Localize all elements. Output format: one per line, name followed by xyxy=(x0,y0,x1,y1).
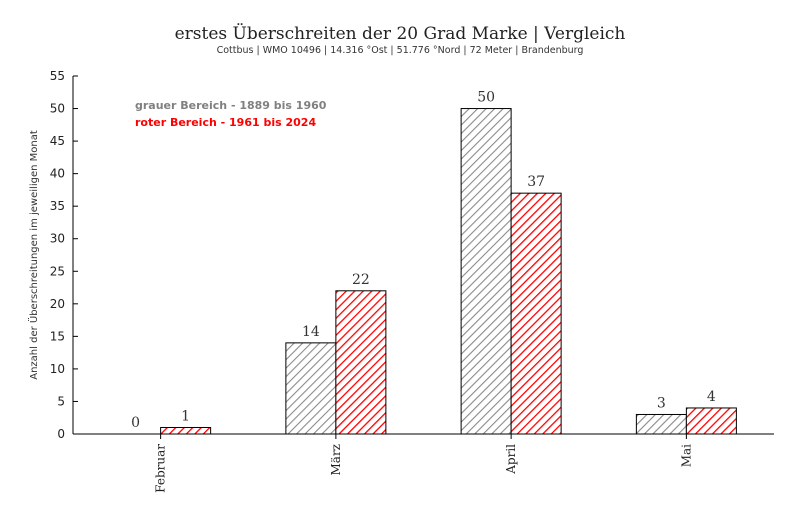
bar-gray xyxy=(460,108,512,435)
y-tick-label: 15 xyxy=(50,329,65,343)
bar-red xyxy=(685,407,737,435)
y-axis: 0 5 10 15 20 25 30 35 40 45 50 55 xyxy=(50,69,78,441)
data-label: 3 xyxy=(657,395,666,411)
data-label: 50 xyxy=(477,90,495,106)
bar-gray xyxy=(285,342,337,435)
y-tick-label: 50 xyxy=(50,102,65,116)
x-tick-label: März xyxy=(329,444,343,476)
y-tick-label: 45 xyxy=(50,134,65,148)
legend: grauer Bereich - 1889 bis 1960 roter Ber… xyxy=(135,99,327,129)
x-axis: Februar März April Mai xyxy=(73,433,774,493)
bars: 0 1 14 22 50 37 3 4 xyxy=(131,90,737,435)
data-label: 22 xyxy=(352,272,370,288)
y-tick-label: 5 xyxy=(57,394,65,408)
y-tick-label: 40 xyxy=(50,167,65,181)
chart-title: erstes Überschreiten der 20 Grad Marke |… xyxy=(175,23,626,44)
x-tick-label: April xyxy=(504,444,518,475)
y-tick-label: 25 xyxy=(50,264,65,278)
bar-red xyxy=(160,426,212,435)
data-label: 14 xyxy=(302,324,320,340)
bar-gray xyxy=(635,413,687,435)
x-tick-label: Mai xyxy=(679,444,693,467)
data-label: 0 xyxy=(131,415,140,431)
y-tick-label: 20 xyxy=(50,297,65,311)
data-label: 4 xyxy=(707,389,716,405)
bar-red xyxy=(510,192,562,435)
bar-red xyxy=(335,290,387,435)
x-tick-label: Februar xyxy=(154,444,168,493)
legend-entry-red: roter Bereich - 1961 bis 2024 xyxy=(135,116,316,129)
y-tick-label: 10 xyxy=(50,362,65,376)
legend-entry-gray: grauer Bereich - 1889 bis 1960 xyxy=(135,99,327,112)
y-tick-label: 35 xyxy=(50,199,65,213)
y-axis-label: Anzahl der Überschreitungen im jeweilige… xyxy=(27,130,40,380)
chart-subtitle: Cottbus | WMO 10496 | 14.316 °Ost | 51.7… xyxy=(217,45,584,56)
y-tick-label: 0 xyxy=(57,427,65,441)
data-label: 1 xyxy=(181,408,190,424)
data-label: 37 xyxy=(527,174,545,190)
y-tick-label: 30 xyxy=(50,232,65,246)
y-tick-label: 55 xyxy=(50,69,65,83)
